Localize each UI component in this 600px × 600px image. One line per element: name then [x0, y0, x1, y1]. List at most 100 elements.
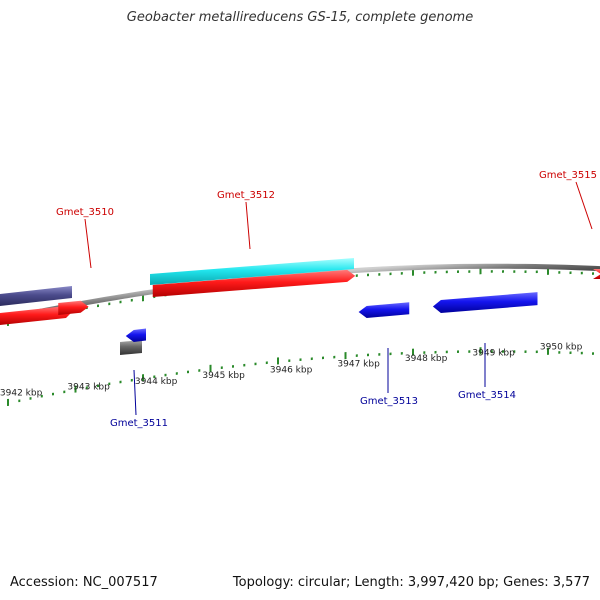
outer-tick — [389, 272, 392, 276]
outer-tick — [142, 294, 144, 302]
tick-label: 3943 kbp — [67, 383, 110, 393]
outer-tick — [524, 270, 527, 274]
tick-label: 3950 kbp — [540, 343, 583, 353]
gene-label-layer: Gmet_3510 Gmet_3512 Gmet_3515 Gmet_3511 Gmet… — [56, 170, 597, 429]
inner-tick — [243, 363, 246, 367]
inner-tick — [18, 399, 21, 403]
genome-summary-text: Topology: circular; Length: 3,997,420 bp… — [232, 575, 590, 590]
outer-tick — [490, 270, 493, 273]
inner-tick — [164, 373, 167, 377]
outer-tick — [457, 270, 459, 274]
tick-label-layer: 3942 kbp 3943 kbp 3944 kbp 3945 kbp 3946 kbp… — [0, 343, 583, 399]
inner-tick — [468, 350, 471, 353]
leader-line-gmet-3515 — [575, 181, 593, 230]
outer-tick — [547, 267, 549, 275]
feature-layer — [0, 258, 354, 355]
outer-tick — [479, 267, 482, 275]
inner-tick — [423, 351, 426, 354]
gene-label-gmet-3510[interactable]: Gmet_3510 — [56, 207, 114, 218]
inner-tick — [7, 398, 9, 407]
inner-tick — [277, 357, 279, 365]
grey-feature-box[interactable] — [120, 340, 142, 355]
inner-tick — [378, 353, 381, 356]
inner-tick — [479, 347, 482, 355]
inner-tick-row — [7, 347, 594, 407]
outer-tick — [434, 270, 437, 274]
inner-tick — [445, 350, 448, 354]
inner-tick — [29, 397, 32, 400]
purple-feature-bar[interactable] — [0, 286, 72, 306]
inner-tick — [524, 350, 527, 354]
outer-tick — [502, 270, 504, 273]
inner-tick — [220, 366, 223, 370]
inner-tick — [119, 380, 122, 384]
gene-arrow-gmet-3514[interactable] — [432, 292, 538, 313]
inner-tick — [389, 352, 392, 356]
leader-line-gmet-3510 — [84, 218, 92, 269]
gene-arrow-gmet-3513[interactable] — [358, 302, 410, 318]
leader-line-gmet-3512 — [245, 201, 251, 250]
inner-tick — [63, 390, 66, 394]
inner-tick — [52, 392, 54, 396]
inner-tick — [367, 353, 369, 357]
tick-label: 3946 kbp — [270, 366, 313, 376]
red-left-fragment[interactable] — [0, 306, 74, 325]
inner-tick — [130, 378, 133, 382]
gene-arrow-gmet-3510[interactable] — [58, 300, 89, 315]
inner-tick — [310, 357, 313, 361]
gene-arrow-gmet-3515[interactable] — [593, 269, 600, 280]
outer-tick — [355, 274, 358, 277]
accession-text: Accession: NC_007517 — [10, 575, 158, 590]
inner-tick — [142, 374, 144, 382]
outer-tick — [130, 298, 133, 302]
inner-tick — [355, 354, 358, 357]
gene-label-gmet-3515[interactable]: Gmet_3515 — [539, 170, 597, 181]
outer-tick — [513, 270, 516, 273]
outer-tick-row — [7, 267, 594, 327]
tick-label: 3942 kbp — [0, 388, 43, 398]
inner-tick — [490, 350, 493, 353]
inner-tick — [265, 361, 268, 365]
outer-tick — [592, 272, 594, 275]
inner-tick — [97, 384, 99, 388]
outer-tick — [468, 270, 471, 273]
outer-tick — [119, 300, 122, 304]
gene-arrow-gmet-3512[interactable] — [152, 269, 356, 297]
inner-tick — [288, 359, 291, 362]
gene-label-gmet-3513[interactable]: Gmet_3513 — [360, 396, 418, 407]
tick-label: 3945 kbp — [202, 371, 245, 381]
outer-tick — [558, 271, 561, 274]
inner-tick — [457, 350, 459, 354]
inner-tick — [412, 348, 414, 356]
inner-tick — [569, 351, 572, 355]
inner-tick — [580, 351, 583, 355]
outer-tick — [367, 273, 369, 277]
inner-tick — [40, 394, 43, 398]
tick-label: 3944 kbp — [135, 377, 178, 387]
inner-tick — [400, 352, 403, 355]
outer-tick — [569, 271, 572, 275]
gene-label-gmet-3514[interactable]: Gmet_3514 — [458, 390, 516, 401]
inner-tick — [299, 358, 302, 362]
gene-label-gmet-3511[interactable]: Gmet_3511 — [110, 418, 168, 429]
outer-tick — [108, 302, 111, 306]
inner-tick — [85, 386, 88, 390]
inner-tick — [322, 356, 324, 360]
inner-tick — [344, 352, 347, 360]
gene-label-gmet-3512[interactable]: Gmet_3512 — [217, 190, 275, 201]
gene-arrow-gmet-3511[interactable] — [125, 328, 146, 342]
inner-tick — [535, 350, 538, 354]
inner-tick — [513, 350, 516, 353]
inner-tick — [333, 355, 336, 359]
outer-tick — [97, 304, 99, 308]
inner-tick — [198, 369, 201, 372]
outer-tick — [580, 271, 583, 275]
cds-highlight-bar[interactable] — [150, 258, 354, 285]
inner-tick — [592, 352, 594, 355]
inner-tick — [209, 364, 212, 372]
inner-tick — [153, 375, 156, 379]
inner-tick — [502, 350, 504, 353]
inner-tick — [74, 385, 77, 393]
